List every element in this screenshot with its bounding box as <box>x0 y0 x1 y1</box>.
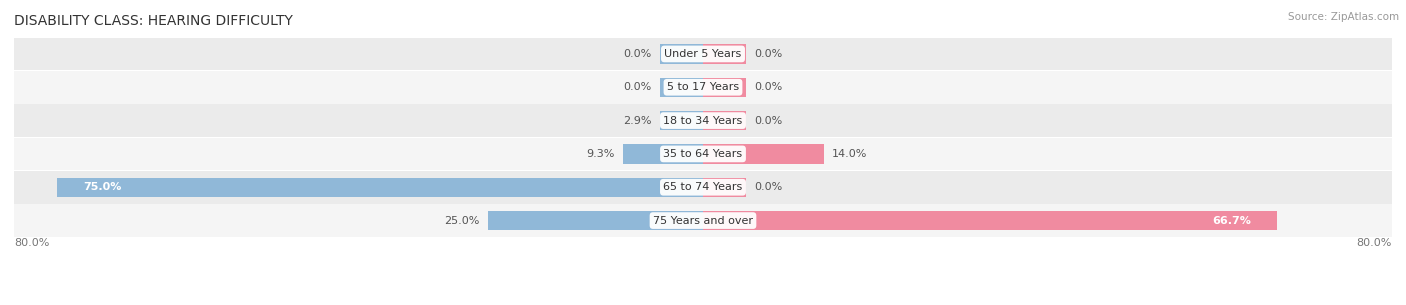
Bar <box>659 111 703 130</box>
Bar <box>659 77 703 97</box>
Text: 0.0%: 0.0% <box>623 82 651 92</box>
Bar <box>703 211 1278 230</box>
Bar <box>58 178 703 197</box>
Text: Under 5 Years: Under 5 Years <box>665 49 741 59</box>
Bar <box>703 44 747 64</box>
Text: 75 Years and over: 75 Years and over <box>652 216 754 226</box>
Bar <box>659 211 703 230</box>
Bar <box>14 71 1392 104</box>
Bar <box>659 111 703 130</box>
Text: 0.0%: 0.0% <box>755 49 783 59</box>
Bar <box>14 38 1392 70</box>
Text: 18 to 34 Years: 18 to 34 Years <box>664 116 742 126</box>
Text: 9.3%: 9.3% <box>586 149 614 159</box>
Text: Source: ZipAtlas.com: Source: ZipAtlas.com <box>1288 12 1399 22</box>
Bar <box>14 104 1392 137</box>
Text: 80.0%: 80.0% <box>14 238 49 248</box>
Bar <box>14 204 1392 237</box>
Bar <box>14 138 1392 170</box>
Text: 65 to 74 Years: 65 to 74 Years <box>664 182 742 192</box>
Text: 25.0%: 25.0% <box>444 216 479 226</box>
Text: 66.7%: 66.7% <box>1213 216 1251 226</box>
Bar <box>703 144 747 163</box>
Bar <box>703 144 824 163</box>
Text: 75.0%: 75.0% <box>83 182 121 192</box>
Bar <box>703 111 747 130</box>
Bar <box>659 44 703 64</box>
Text: 80.0%: 80.0% <box>1357 238 1392 248</box>
Bar <box>703 178 747 197</box>
Bar <box>659 77 703 97</box>
Text: DISABILITY CLASS: HEARING DIFFICULTY: DISABILITY CLASS: HEARING DIFFICULTY <box>14 15 292 28</box>
Text: 35 to 64 Years: 35 to 64 Years <box>664 149 742 159</box>
Text: 14.0%: 14.0% <box>832 149 868 159</box>
Bar <box>659 44 703 64</box>
Bar <box>14 171 1392 203</box>
Text: 0.0%: 0.0% <box>755 82 783 92</box>
Bar <box>703 211 747 230</box>
Bar <box>623 144 703 163</box>
Bar <box>703 111 747 130</box>
Bar <box>703 178 747 197</box>
Text: 2.9%: 2.9% <box>623 116 651 126</box>
Text: 5 to 17 Years: 5 to 17 Years <box>666 82 740 92</box>
Text: 0.0%: 0.0% <box>755 116 783 126</box>
Bar <box>703 44 747 64</box>
Bar <box>703 77 747 97</box>
Bar <box>659 144 703 163</box>
Text: 0.0%: 0.0% <box>755 182 783 192</box>
Bar <box>703 77 747 97</box>
Bar <box>659 178 703 197</box>
Bar <box>488 211 703 230</box>
Text: 0.0%: 0.0% <box>623 49 651 59</box>
